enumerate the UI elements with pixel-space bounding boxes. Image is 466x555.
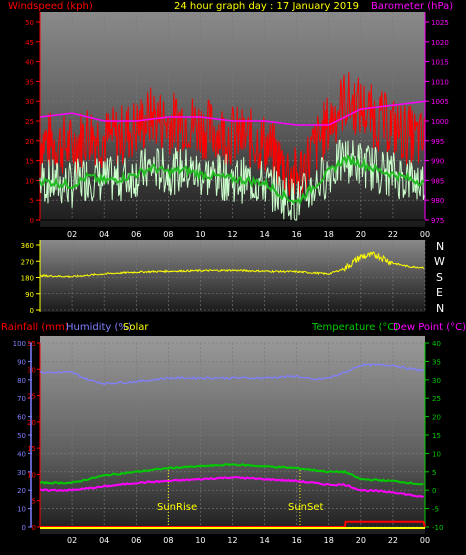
rainfall-tick-label: 0 <box>32 524 36 532</box>
barometer-tick-label: 1005 <box>431 98 449 106</box>
temperature-tick-label: 15 <box>432 432 441 440</box>
barometer-tick-label: 1015 <box>431 59 449 67</box>
windspeed-axis-label: Windspeed (kph) <box>8 1 93 12</box>
temperature-x-tick-label: 18 <box>324 536 334 545</box>
sunset-label: SunSet <box>288 502 324 513</box>
graph-title: 24 hour graph day : 17 January 2019 <box>174 1 359 12</box>
humidity-tick-label: 50 <box>17 432 26 440</box>
temperature-x-tick-label: 14 <box>259 536 269 545</box>
wind-tick-label: 20 <box>25 138 34 146</box>
humidity-tick-label: 0 <box>22 524 26 532</box>
dewpoint-series <box>39 475 424 499</box>
wind-x-tick-label: 08 <box>163 230 173 239</box>
humidity-tick-label: 10 <box>17 506 26 514</box>
humidity-tick-label: 20 <box>17 487 26 495</box>
direction-letter: S <box>436 271 443 284</box>
wind-x-tick-label: 06 <box>131 230 141 239</box>
temperature-tick-label: 10 <box>432 450 441 458</box>
temperature-x-tick-label: 22 <box>388 536 398 545</box>
barometer-tick-label: 1025 <box>431 19 449 27</box>
wind-x-tick-label: 14 <box>259 230 269 239</box>
temperature-x-tick-label: 04 <box>99 536 109 545</box>
temperature-x-tick-label: 08 <box>163 536 173 545</box>
humidity-axis-label: Humidity (%) <box>66 322 132 333</box>
humidity-tick-label: 90 <box>17 358 26 366</box>
barometer-tick-label: 985 <box>431 177 444 185</box>
barometer-series <box>39 100 426 126</box>
humidity-tick-label: 60 <box>17 414 26 422</box>
wind-x-tick-label: 20 <box>356 230 366 239</box>
wind-tick-label: 0 <box>30 217 34 225</box>
temperature-tick-label: 5 <box>432 469 436 477</box>
barometer-tick-label: 995 <box>431 138 444 146</box>
temperature-x-tick-label: 02 <box>67 536 77 545</box>
wind-tick-label: 10 <box>25 177 34 185</box>
wind-x-tick-label: 16 <box>292 230 302 239</box>
wind-tick-label: 40 <box>25 59 34 67</box>
direction-tick-label: 180 <box>21 275 34 283</box>
wind-gust-series <box>39 72 425 196</box>
wind-x-tick-label: 22 <box>388 230 398 239</box>
barometer-tick-label: 990 <box>431 158 444 166</box>
temperature-x-tick-label: 20 <box>356 536 366 545</box>
direction-tick-label: 90 <box>25 291 34 299</box>
temperature-tick-label: -10 <box>432 524 443 532</box>
humidity-tick-label: 80 <box>17 377 26 385</box>
direction-tick-label: 0 <box>30 307 34 315</box>
temperature-axis-label: Temperature (°C) <box>311 322 398 333</box>
temperature-tick-label: 20 <box>432 414 441 422</box>
barometer-tick-label: 1000 <box>431 118 449 126</box>
sunrise-label: SunRise <box>157 502 197 513</box>
solar-axis-label: Solar <box>123 322 149 333</box>
humidity-tick-label: 70 <box>17 395 26 403</box>
wind-panel <box>40 12 425 227</box>
wind-tick-label: 45 <box>25 39 34 47</box>
dewpoint-axis-label: Dew Point (°C) <box>393 322 466 333</box>
barometer-tick-label: 975 <box>431 217 444 225</box>
humidity-series <box>39 363 424 386</box>
wind-x-tick-label: 18 <box>324 230 334 239</box>
direction-letter: N <box>436 240 444 253</box>
humidity-tick-label: 100 <box>13 340 26 348</box>
direction-tick-label: 360 <box>21 242 34 250</box>
wind-x-tick-label: 10 <box>195 230 205 239</box>
wind-tick-label: 15 <box>25 158 34 166</box>
barometer-tick-label: 980 <box>431 197 444 205</box>
wind-tick-label: 30 <box>25 98 34 106</box>
direction-letter: N <box>436 302 444 315</box>
direction-tick-label: 270 <box>21 258 34 266</box>
barometer-tick-label: 1010 <box>431 78 449 86</box>
temperature-x-tick-label: 10 <box>195 536 205 545</box>
rainfall-tick-label: 5 <box>32 498 36 506</box>
humidity-tick-label: 30 <box>17 469 26 477</box>
temperature-x-tick-label: 06 <box>131 536 141 545</box>
temperature-x-tick-label: 00 <box>420 536 430 545</box>
temperature-x-tick-label: 12 <box>227 536 237 545</box>
rainfall-axis-label: Rainfall (mm) <box>1 322 69 333</box>
temperature-tick-label: 25 <box>432 395 441 403</box>
temperature-tick-label: 0 <box>432 487 436 495</box>
wind-x-tick-label: 00 <box>420 230 430 239</box>
wind-x-tick-label: 04 <box>99 230 109 239</box>
wind-tick-label: 25 <box>25 118 34 126</box>
temperature-tick-label: 35 <box>432 358 441 366</box>
humidity-tick-label: 40 <box>17 450 26 458</box>
direction-letter: E <box>436 286 443 299</box>
wind-x-tick-label: 12 <box>227 230 237 239</box>
temperature-tick-label: -5 <box>432 506 439 514</box>
wind-tick-label: 50 <box>25 19 34 27</box>
wind-average-series <box>39 154 425 205</box>
wind-x-tick-label: 02 <box>67 230 77 239</box>
temperature-tick-label: 40 <box>432 340 441 348</box>
temperature-x-tick-label: 16 <box>292 536 302 545</box>
barometer-axis-label: Barometer (hPa) <box>371 1 453 12</box>
wind-tick-label: 5 <box>30 197 34 205</box>
direction-letter: W <box>434 255 445 268</box>
temperature-series <box>39 462 424 486</box>
temperature-tick-label: 30 <box>432 377 441 385</box>
wind-tick-label: 35 <box>25 78 34 86</box>
barometer-tick-label: 1020 <box>431 39 449 47</box>
wind-direction-series <box>39 251 425 278</box>
